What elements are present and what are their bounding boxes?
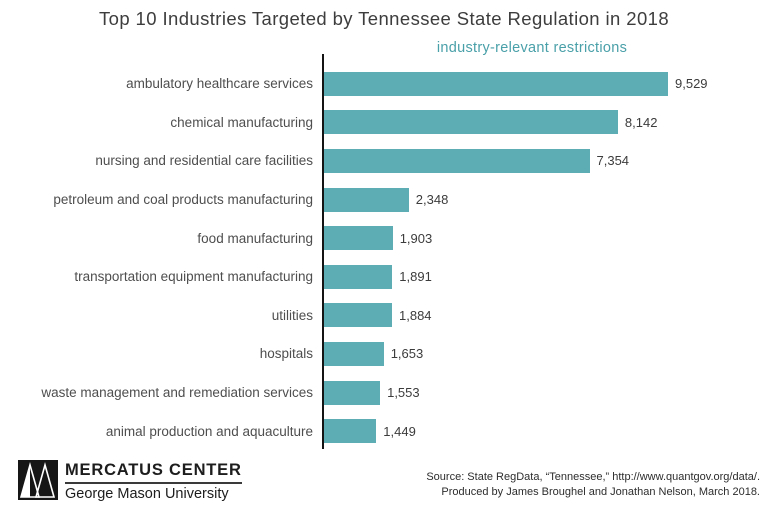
logo-divider bbox=[65, 482, 242, 484]
footer: MERCATUS CENTER George Mason University … bbox=[0, 454, 768, 506]
bar-row: waste management and remediation service… bbox=[0, 373, 768, 412]
bar bbox=[324, 187, 409, 212]
category-label: food manufacturing bbox=[197, 230, 313, 246]
value-label: 1,891 bbox=[399, 269, 432, 285]
bar-row: nursing and residential care facilities 7… bbox=[0, 142, 768, 181]
value-label: 1,653 bbox=[390, 346, 424, 362]
y-axis-line bbox=[322, 54, 324, 449]
category-label: hospitals bbox=[259, 346, 313, 362]
bar bbox=[324, 148, 590, 173]
category-label: waste management and remediation service… bbox=[41, 385, 313, 401]
bar bbox=[324, 71, 668, 96]
bar bbox=[324, 341, 384, 366]
bar bbox=[324, 110, 618, 135]
category-label: transportation equipment manufacturing bbox=[74, 269, 313, 285]
logo-university-name: George Mason University bbox=[65, 486, 229, 502]
value-label: 9,529 bbox=[675, 76, 708, 92]
bar bbox=[324, 380, 381, 405]
bar-row: food manufacturing 1,903 bbox=[0, 219, 768, 258]
bar-row: petroleum and coal products manufacturin… bbox=[0, 180, 768, 219]
bar-row: utilities 1,884 bbox=[0, 296, 768, 335]
bar-row: hospitals 1,653 bbox=[0, 335, 768, 374]
category-label: animal production and aquaculture bbox=[105, 423, 313, 439]
logo-org-name: MERCATUS CENTER bbox=[65, 461, 242, 479]
value-label: 1,449 bbox=[383, 423, 416, 439]
bar-row: ambulatory healthcare services 9,529 bbox=[0, 65, 768, 104]
value-label: 8,142 bbox=[624, 114, 658, 130]
bar-rows: ambulatory healthcare services 9,529 chemi… bbox=[0, 65, 768, 451]
value-label: 1,884 bbox=[399, 307, 432, 323]
bar-row: transportation equipment manufacturing 1,… bbox=[0, 257, 768, 296]
source-note: Source: State RegData, “Tennessee,” http… bbox=[426, 470, 760, 499]
bar bbox=[324, 226, 393, 251]
bar bbox=[324, 264, 393, 289]
value-label: 1,903 bbox=[399, 230, 433, 246]
source-line-1: Source: State RegData, “Tennessee,” http… bbox=[426, 471, 760, 483]
bar-row: chemical manufacturing 8,142 bbox=[0, 103, 768, 142]
mercatus-logo: MERCATUS CENTER George Mason University bbox=[18, 460, 242, 502]
bar bbox=[324, 419, 377, 444]
category-label: nursing and residential care facilities bbox=[95, 153, 313, 169]
value-label: 1,553 bbox=[387, 385, 420, 401]
category-label: chemical manufacturing bbox=[170, 114, 313, 130]
bar bbox=[324, 303, 392, 328]
category-label: ambulatory healthcare services bbox=[126, 76, 313, 92]
source-line-2: Produced by James Broughel and Jonathan … bbox=[441, 485, 760, 498]
value-label: 7,354 bbox=[596, 153, 630, 169]
category-label: petroleum and coal products manufacturin… bbox=[53, 192, 313, 208]
logo-text: MERCATUS CENTER George Mason University bbox=[65, 460, 242, 502]
value-label: 2,348 bbox=[415, 192, 449, 208]
mercatus-logo-icon bbox=[18, 460, 58, 500]
chart-subtitle: industry-relevant restrictions bbox=[436, 40, 628, 56]
category-label: utilities bbox=[271, 307, 313, 323]
bar-row: animal production and aquaculture 1,449 bbox=[0, 412, 768, 451]
chart-title: Top 10 Industries Targeted by Tennessee … bbox=[98, 8, 670, 29]
